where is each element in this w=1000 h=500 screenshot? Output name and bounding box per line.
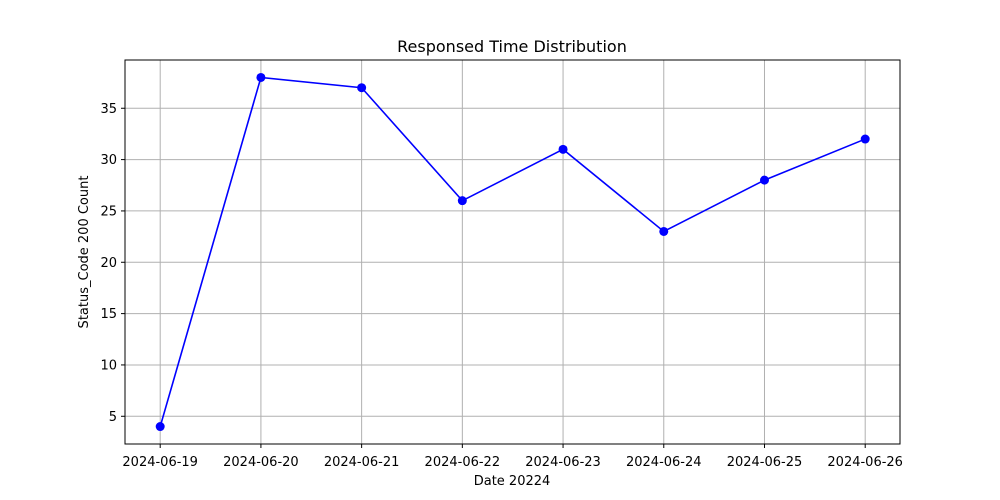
x-axis-label: Date 20224 — [474, 474, 551, 489]
data-point — [860, 134, 870, 144]
plot-frame — [124, 59, 901, 445]
data-point — [457, 196, 467, 206]
grid-layer — [125, 60, 900, 444]
data-point — [558, 144, 568, 154]
series-line — [159, 76, 866, 427]
y-tick-label: 5 — [109, 410, 117, 425]
y-tick-label: 10 — [100, 358, 117, 373]
data-point — [155, 422, 165, 432]
y-tick-label: 15 — [100, 307, 117, 322]
x-tick-label: 2024-06-20 — [223, 455, 299, 470]
data-point — [256, 72, 266, 82]
x-tick-label: 2024-06-24 — [626, 455, 702, 470]
x-tick-label: 2024-06-23 — [525, 455, 601, 470]
y-tick-label: 35 — [100, 102, 117, 117]
y-axis-label: Status_Code 200 Count — [77, 176, 92, 329]
x-tick-label: 2024-06-19 — [122, 455, 198, 470]
x-tick-label: 2024-06-21 — [324, 455, 400, 470]
y-tick-label: 25 — [100, 204, 117, 219]
series-layer — [155, 72, 870, 432]
x-tick-label: 2024-06-25 — [727, 455, 803, 470]
y-tick-label: 30 — [100, 153, 117, 168]
data-point — [357, 83, 367, 93]
data-point — [659, 226, 669, 236]
x-tick-label: 2024-06-26 — [827, 455, 903, 470]
x-tick-label: 2024-06-22 — [425, 455, 501, 470]
ticks-layer: 2024-06-19 2024-06-20 2024-06-21 2024-06-22… — [100, 102, 903, 470]
data-point — [759, 175, 769, 185]
y-tick-label: 20 — [100, 256, 117, 271]
chart-title: Responsed Time Distribution — [397, 37, 627, 56]
